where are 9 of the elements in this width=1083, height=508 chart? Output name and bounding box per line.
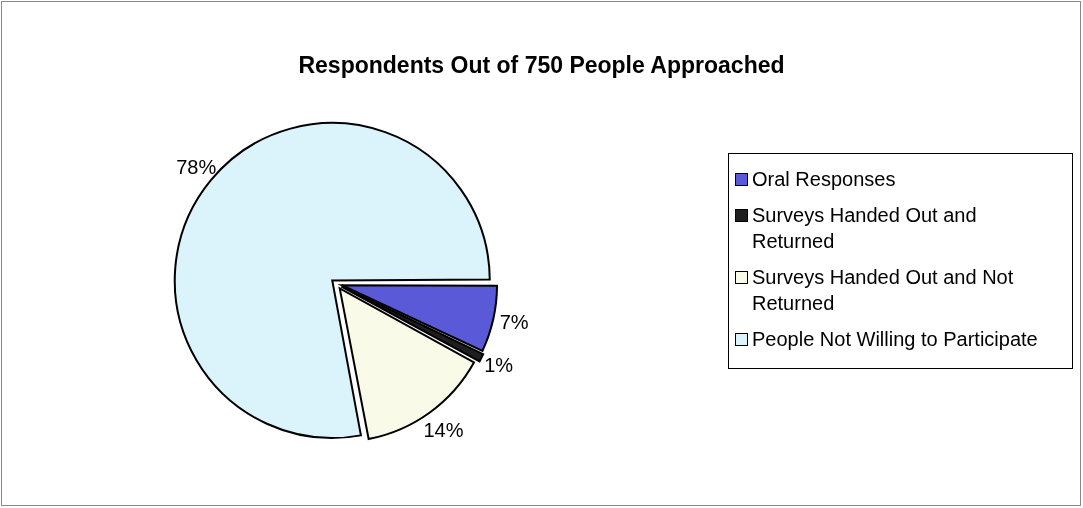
chart-title: Respondents Out of 750 People Approached xyxy=(297,52,786,79)
data-label: 7% xyxy=(499,311,529,334)
data-label: 14% xyxy=(423,418,464,441)
legend-label: Surveys Handed Out and Not Returned xyxy=(752,265,1015,316)
data-label: 78% xyxy=(176,155,217,178)
legend-label: People Not Willing to Participate xyxy=(752,327,1038,352)
legend-label: Oral Responses xyxy=(752,167,896,192)
legend-label: Surveys Handed Out and Returned xyxy=(752,203,978,254)
data-label: 1% xyxy=(484,354,514,377)
